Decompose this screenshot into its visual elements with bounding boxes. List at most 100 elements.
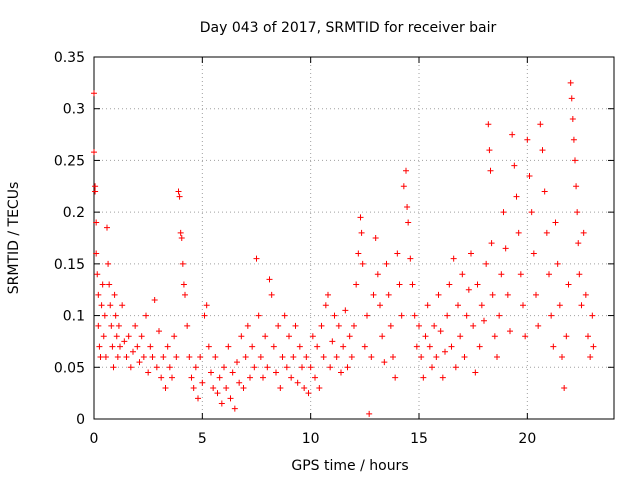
data-point bbox=[543, 229, 550, 236]
data-point bbox=[361, 343, 368, 350]
x-tick-label: 10 bbox=[302, 431, 320, 447]
grid-lines bbox=[94, 57, 614, 419]
y-axis-title: SRMTID / TECUs bbox=[6, 182, 22, 295]
data-point bbox=[559, 353, 565, 360]
data-point bbox=[225, 343, 232, 350]
data-point bbox=[446, 281, 453, 288]
y-tick-label: 0.35 bbox=[54, 50, 85, 66]
data-point bbox=[127, 364, 134, 371]
data-point bbox=[403, 167, 409, 174]
scatter-points bbox=[91, 79, 597, 417]
data-point bbox=[160, 353, 167, 360]
data-point bbox=[487, 167, 494, 174]
data-point bbox=[585, 333, 591, 340]
data-point bbox=[327, 364, 334, 371]
data-point bbox=[188, 374, 195, 381]
data-point bbox=[355, 250, 362, 257]
data-point bbox=[340, 343, 347, 350]
data-point bbox=[381, 359, 388, 366]
data-point bbox=[93, 219, 100, 226]
data-point bbox=[567, 79, 574, 86]
data-point bbox=[491, 333, 498, 340]
data-point bbox=[383, 260, 390, 267]
data-point bbox=[533, 291, 539, 298]
data-point bbox=[575, 240, 582, 247]
data-point bbox=[175, 188, 182, 195]
data-point bbox=[95, 322, 102, 329]
data-point bbox=[405, 219, 412, 226]
data-point bbox=[247, 374, 253, 381]
data-point bbox=[359, 260, 366, 267]
data-point bbox=[283, 364, 290, 371]
data-point bbox=[138, 333, 145, 340]
data-point bbox=[573, 183, 580, 190]
data-point bbox=[151, 297, 158, 304]
data-point bbox=[179, 260, 186, 267]
data-point bbox=[105, 260, 112, 267]
data-point bbox=[299, 364, 305, 371]
data-point bbox=[385, 291, 392, 298]
data-point bbox=[478, 302, 485, 309]
data-point bbox=[286, 333, 292, 340]
data-point bbox=[290, 353, 297, 360]
data-point bbox=[587, 353, 594, 360]
data-point bbox=[309, 333, 316, 340]
data-point bbox=[192, 364, 199, 371]
data-point bbox=[396, 281, 403, 288]
data-point bbox=[212, 353, 219, 360]
data-point bbox=[509, 131, 516, 138]
data-point bbox=[294, 379, 301, 386]
data-point bbox=[203, 302, 210, 309]
data-point bbox=[156, 328, 162, 335]
data-point bbox=[431, 322, 438, 329]
data-point bbox=[216, 374, 223, 381]
y-tick-label: 0.3 bbox=[63, 102, 85, 118]
data-point bbox=[143, 312, 149, 319]
data-point bbox=[342, 307, 349, 314]
data-point bbox=[169, 374, 175, 381]
data-point bbox=[277, 384, 284, 391]
data-point bbox=[507, 328, 513, 335]
data-point bbox=[320, 353, 327, 360]
data-point bbox=[546, 271, 552, 278]
data-point bbox=[162, 384, 169, 391]
data-point bbox=[554, 260, 561, 267]
data-point bbox=[394, 250, 401, 257]
data-point bbox=[565, 281, 572, 288]
data-point bbox=[264, 364, 271, 371]
data-point bbox=[96, 343, 103, 350]
data-point bbox=[526, 172, 533, 179]
data-point bbox=[548, 312, 555, 319]
data-point bbox=[149, 353, 156, 360]
data-point bbox=[450, 255, 457, 262]
data-point bbox=[101, 312, 108, 319]
data-point bbox=[318, 322, 325, 329]
data-point bbox=[364, 312, 370, 319]
data-point bbox=[91, 90, 97, 97]
chart-title: Day 043 of 2017, SRMTID for receiver bai… bbox=[200, 20, 497, 36]
data-point bbox=[442, 348, 448, 355]
data-point bbox=[227, 395, 234, 402]
data-point bbox=[236, 379, 243, 386]
data-point bbox=[561, 384, 568, 391]
data-point bbox=[404, 203, 411, 210]
data-point bbox=[130, 348, 136, 355]
data-point bbox=[223, 384, 230, 391]
data-point bbox=[486, 147, 493, 154]
data-point bbox=[273, 369, 279, 376]
data-point bbox=[439, 374, 446, 381]
data-point bbox=[218, 400, 225, 407]
data-point bbox=[452, 364, 459, 371]
y-tick-label: 0.15 bbox=[54, 257, 85, 273]
data-point bbox=[483, 260, 490, 267]
data-point bbox=[590, 343, 597, 350]
data-point bbox=[296, 343, 303, 350]
data-point bbox=[550, 343, 557, 350]
data-point bbox=[92, 183, 99, 190]
data-point bbox=[270, 343, 277, 350]
data-point bbox=[522, 333, 529, 340]
data-point bbox=[524, 136, 531, 143]
data-point bbox=[100, 333, 107, 340]
data-point bbox=[279, 353, 286, 360]
data-point bbox=[99, 281, 106, 288]
